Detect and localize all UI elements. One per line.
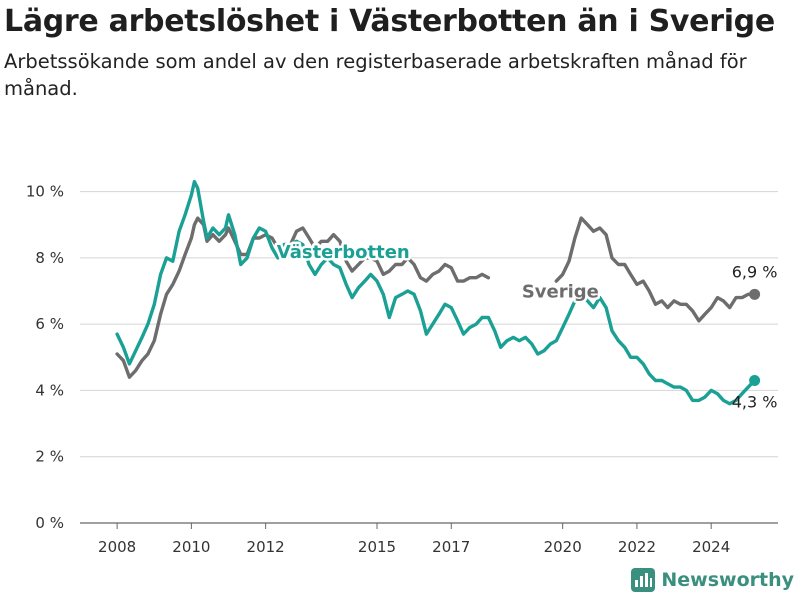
y-tick-label: 10 % bbox=[26, 183, 64, 201]
x-tick-label: 2012 bbox=[247, 538, 285, 556]
y-tick-label: 0 % bbox=[35, 514, 64, 532]
chart-title: Lägre arbetslöshet i Västerbotten än i S… bbox=[4, 4, 775, 39]
y-tick-label: 4 % bbox=[35, 381, 64, 399]
x-tick-label: 2022 bbox=[618, 538, 656, 556]
x-tick-label: 2008 bbox=[98, 538, 136, 556]
x-tick-label: 2024 bbox=[692, 538, 730, 556]
x-tick-label: 2017 bbox=[432, 538, 470, 556]
y-tick-label: 6 % bbox=[35, 315, 64, 333]
newsworthy-icon bbox=[631, 568, 656, 592]
series-label-västerbotten: Västerbotten bbox=[277, 242, 410, 263]
series-line-sverige bbox=[554, 216, 757, 323]
brand-name: Newsworthy bbox=[661, 569, 794, 591]
x-tick-label: 2015 bbox=[358, 538, 396, 556]
end-point-västerbotten bbox=[749, 374, 761, 386]
end-point-sverige bbox=[749, 288, 761, 300]
series-label-sverige: Sverige bbox=[522, 282, 599, 303]
series-line-västerbotten bbox=[115, 179, 757, 406]
y-tick-label: 8 % bbox=[35, 249, 64, 267]
series-line-sverige bbox=[115, 216, 491, 379]
chart-subtitle: Arbetssökande som andel av den registerb… bbox=[4, 50, 747, 100]
x-tick-label: 2020 bbox=[544, 538, 582, 556]
x-tick-label: 2010 bbox=[172, 538, 210, 556]
y-tick-label: 2 % bbox=[35, 448, 64, 466]
newsworthy-logo: Newsworthy bbox=[631, 568, 794, 592]
end-label-vasterbotten: 4,3 % bbox=[732, 392, 778, 411]
end-label-sverige: 6,9 % bbox=[732, 262, 778, 281]
